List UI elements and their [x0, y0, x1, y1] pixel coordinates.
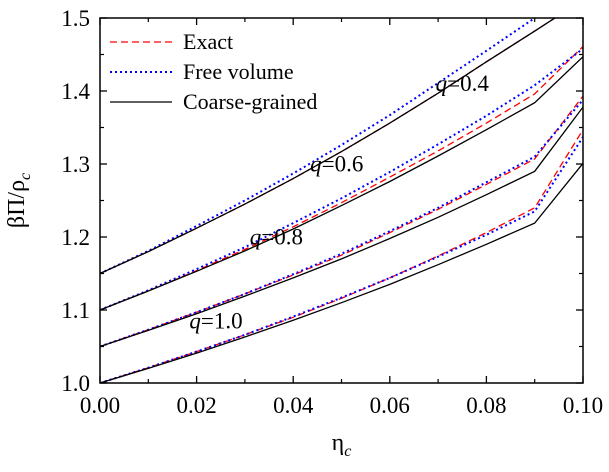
- curve-annotation: q=0.4: [436, 71, 490, 96]
- x-tick-label: 0.02: [176, 393, 216, 418]
- series-line-free-volume-group-4: [100, 136, 583, 383]
- curve-annotation: q=1.0: [189, 308, 242, 333]
- legend-label-exact: Exact: [183, 29, 233, 54]
- y-axis-title-main: βΠ/ρ: [4, 180, 30, 228]
- legend-label-free-volume: Free volume: [183, 59, 294, 84]
- series-line-coarse-grained-group-2: [100, 56, 583, 311]
- legend-label-coarse-grained: Coarse-grained: [183, 89, 317, 114]
- legend: Exact Free volume Coarse-grained: [110, 29, 317, 114]
- y-tick-label: 1.5: [61, 6, 90, 31]
- x-tick-label: 0.00: [80, 393, 120, 418]
- series-line-free-volume-group-3: [100, 99, 583, 348]
- series-layer: [100, 18, 583, 383]
- y-tick-label: 1.3: [61, 152, 90, 177]
- x-axis-title-main: η: [332, 430, 345, 456]
- x-axis-title: ηc: [332, 430, 352, 460]
- x-tick-label: 0.06: [370, 393, 410, 418]
- y-tick-label: 1.4: [61, 79, 90, 104]
- x-tick-label: 0.08: [466, 393, 506, 418]
- y-tick-label: 1.2: [61, 225, 90, 250]
- series-line-free-volume-group-2: [100, 47, 583, 311]
- series-line-coarse-grained-group-4: [100, 162, 583, 383]
- series-line-exact-group-3: [100, 95, 583, 348]
- series-line-exact-group-2: [100, 46, 583, 311]
- plot-frame: [99, 17, 584, 384]
- x-axis-title-subscript: c: [344, 443, 351, 460]
- curve-annotation: q=0.8: [250, 224, 303, 249]
- y-axis-title-subscript: c: [17, 173, 34, 180]
- series-line-exact-group-1: [100, 18, 557, 275]
- annotation-layer: q=0.4 q=0.6 q=0.8 q=1.0: [189, 71, 489, 333]
- curve-annotation: q=0.6: [310, 151, 363, 176]
- x-tick-label: 0.10: [563, 393, 603, 418]
- series-line-coarse-grained-group-3: [100, 106, 583, 348]
- y-axis-title: βΠ/ρc: [4, 173, 34, 228]
- series-line-coarse-grained-group-1: [100, 18, 557, 275]
- y-tick-label: 1.0: [61, 371, 90, 396]
- y-tick-label: 1.1: [61, 298, 90, 323]
- tick-layer: 0.00 0.02 0.04 0.06 0.08 0.10 1.0 1.1 1.2 1.3 1.4 1…: [61, 6, 603, 418]
- x-tick-label: 0.04: [273, 393, 314, 418]
- series-line-free-volume-group-1: [100, 18, 537, 275]
